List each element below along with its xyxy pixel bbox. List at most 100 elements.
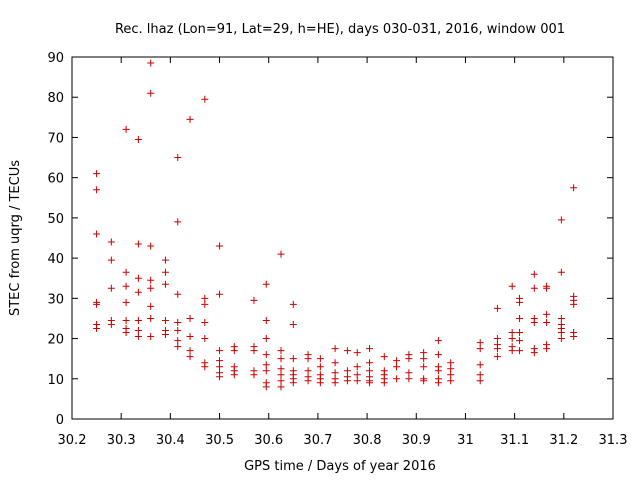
data-point	[161, 316, 169, 324]
data-point	[516, 298, 524, 306]
chart-title: Rec. lhaz (Lon=91, Lat=29, h=HE), days 0…	[115, 22, 565, 37]
data-point	[316, 355, 324, 363]
data-point	[530, 349, 538, 357]
data-point	[277, 365, 285, 373]
data-point	[134, 240, 142, 248]
data-point	[476, 377, 484, 385]
data-point	[493, 353, 501, 361]
data-point	[420, 363, 428, 371]
data-point	[331, 359, 339, 367]
data-point	[107, 256, 115, 264]
x-tick-label: 31	[457, 433, 474, 448]
x-tick-label: 30.2	[58, 433, 87, 448]
data-point	[289, 379, 297, 387]
data-points	[93, 59, 578, 391]
data-point	[405, 375, 413, 383]
data-point	[557, 216, 565, 224]
data-point	[201, 300, 209, 308]
data-point	[543, 284, 551, 292]
data-point	[174, 318, 182, 326]
data-point	[262, 335, 270, 343]
data-point	[331, 345, 339, 353]
data-point	[201, 95, 209, 103]
data-point	[277, 355, 285, 363]
data-point	[161, 280, 169, 288]
data-point	[476, 339, 484, 347]
x-tick-label: 30.6	[254, 433, 283, 448]
data-point	[508, 347, 516, 355]
data-point	[93, 230, 101, 238]
data-point	[543, 345, 551, 353]
x-axis-ticks: 30.2 30.3 30.4 30.5 30.6 30.7 30.8 30.9 31 31.1 31…	[58, 57, 628, 448]
data-point	[134, 135, 142, 143]
data-point	[93, 325, 101, 332]
data-point	[343, 347, 351, 355]
data-point	[262, 367, 270, 375]
data-point	[174, 290, 182, 298]
data-point	[216, 347, 224, 355]
data-point	[405, 355, 413, 363]
data-point	[277, 347, 285, 355]
data-point	[134, 327, 142, 335]
y-tick-label: 30	[47, 292, 64, 307]
data-point	[316, 379, 324, 387]
data-point	[530, 270, 538, 278]
data-point	[316, 363, 324, 371]
data-point	[216, 242, 224, 250]
x-tick-label: 30.7	[303, 433, 332, 448]
data-point	[393, 357, 401, 365]
data-point	[543, 310, 551, 318]
data-point	[122, 316, 130, 324]
data-point	[122, 125, 130, 133]
x-tick-label: 31.3	[599, 433, 628, 448]
data-point	[122, 268, 130, 276]
data-point	[420, 355, 428, 363]
data-point	[353, 377, 361, 385]
data-point	[134, 288, 142, 296]
data-point	[186, 115, 194, 123]
data-point	[250, 347, 258, 355]
data-point	[343, 367, 351, 375]
data-point	[262, 316, 270, 324]
data-point	[147, 302, 155, 310]
y-tick-label: 80	[47, 91, 64, 106]
x-tick-label: 31.2	[549, 433, 578, 448]
x-tick-label: 30.3	[107, 433, 136, 448]
data-point	[366, 359, 374, 367]
data-point	[250, 296, 258, 304]
data-point	[447, 359, 455, 367]
data-point	[289, 355, 297, 363]
data-point	[353, 363, 361, 371]
data-point	[434, 379, 442, 387]
data-point	[186, 314, 194, 322]
y-tick-label: 60	[47, 172, 64, 187]
data-point	[174, 327, 182, 335]
data-point	[277, 371, 285, 379]
data-point	[174, 337, 182, 345]
data-point	[516, 347, 524, 355]
data-point	[570, 300, 578, 308]
data-point	[174, 218, 182, 226]
y-tick-label: 50	[47, 212, 64, 227]
data-point	[216, 363, 224, 371]
data-point	[557, 314, 565, 322]
data-point	[147, 314, 155, 322]
plot-frame	[71, 56, 614, 420]
data-point	[201, 363, 209, 371]
data-point	[277, 383, 285, 391]
data-point	[493, 335, 501, 343]
data-point	[353, 349, 361, 357]
data-point	[250, 371, 258, 379]
y-tick-label: 40	[47, 252, 64, 267]
data-point	[493, 345, 501, 353]
data-point	[508, 282, 516, 290]
data-point	[304, 355, 312, 363]
data-point	[262, 280, 270, 288]
data-point	[353, 371, 361, 379]
data-point	[161, 256, 169, 264]
data-point	[216, 290, 224, 298]
data-point	[174, 343, 182, 351]
data-point	[289, 300, 297, 308]
x-axis-label: GPS time / Days of year 2016	[244, 459, 436, 474]
